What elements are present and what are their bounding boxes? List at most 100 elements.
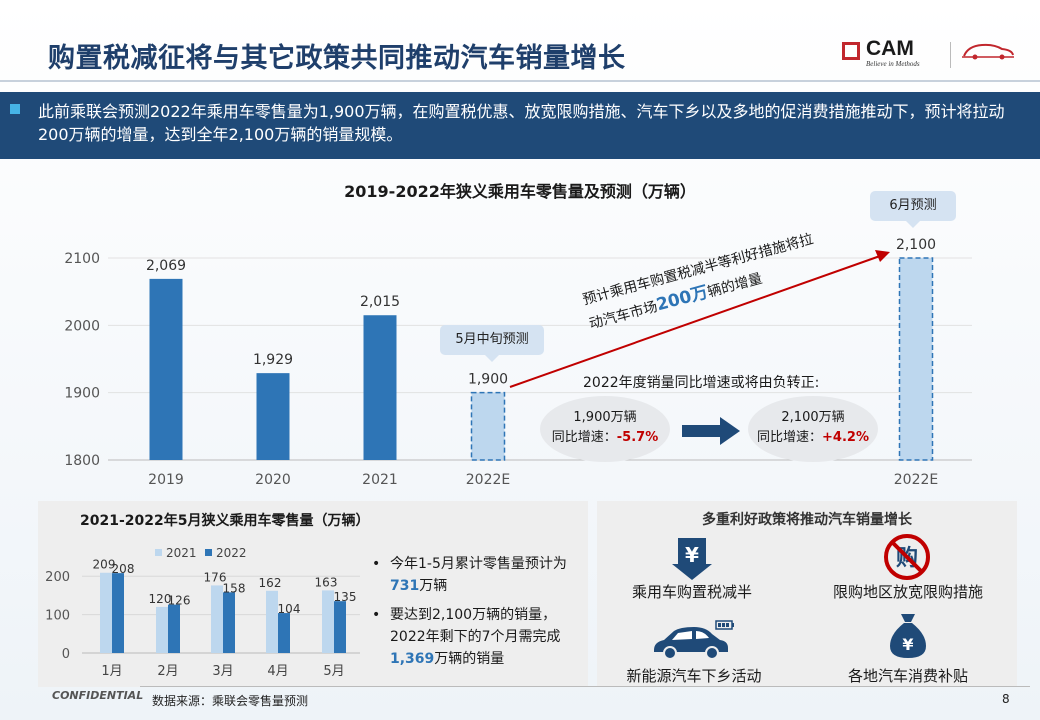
data-label: 162 [259, 576, 282, 590]
yoy-before-volume: 1,900万辆 [573, 410, 637, 425]
bullet-ytd-value: 731 [390, 578, 420, 594]
data-source: 数据来源：乘联会零售量预测 [152, 694, 309, 708]
x-tick-label: 3月 [212, 664, 233, 679]
car-outline-icon [962, 43, 1014, 60]
bar [168, 604, 180, 653]
svg-text:¥: ¥ [902, 635, 913, 654]
yoy-ellipse-after: 2,100万辆 同比增速：+4.2% [748, 396, 878, 462]
bar [898, 257, 934, 461]
summary-text: 此前乘联会预测2022年乘用车零售量为1,900万辆，在购置税优惠、放宽限购措施… [38, 102, 1005, 144]
y-tick-label: 100 [45, 609, 70, 624]
bar [256, 373, 290, 460]
summary-banner [0, 92, 1040, 159]
growth-arrow-head [875, 250, 890, 262]
page-number: 8 [1002, 692, 1010, 706]
cam-logo: CAM Believe in Methods [842, 37, 942, 72]
data-label: 209 [93, 558, 116, 572]
y-tick-label: 200 [45, 570, 70, 585]
bar [278, 613, 290, 653]
legend-label: 2022 [216, 546, 247, 560]
x-tick-label: 2月 [157, 664, 178, 679]
data-label: 176 [204, 570, 227, 584]
header-divider [0, 80, 1040, 82]
x-tick-label: 4月 [267, 664, 288, 679]
x-tick-label: 2019 [148, 472, 184, 488]
yoy-after-value: +4.2% [822, 430, 869, 445]
main-chart-title: 2019-2022年狭义乘用车零售量及预测（万辆） [344, 182, 696, 201]
yoy-after-growth: 同比增速：+4.2% [748, 428, 878, 448]
bar [363, 315, 397, 460]
partner-logo [958, 40, 1018, 70]
legend-label: 2021 [166, 546, 197, 560]
svg-text:¥: ¥ [685, 543, 699, 567]
tax-cut-icon: ¥ [672, 538, 712, 580]
yoy-after-volume: 2,100万辆 [781, 410, 845, 425]
cam-logo-mark [842, 42, 860, 60]
bullet-ytd-pre: 今年1-5月累计零售量预计为 [390, 556, 567, 572]
x-tick-label: 5月 [323, 664, 344, 679]
bar [334, 601, 346, 653]
bullet-ytd: 今年1-5月累计零售量预计为 731万辆 [372, 553, 582, 597]
yoy-ellipse-before: 1,900万辆 同比增速：-5.7% [540, 396, 670, 462]
data-label: 158 [223, 581, 246, 595]
x-tick-label: 2020 [255, 472, 291, 488]
bar [322, 590, 334, 653]
policy-label-subsidy: 各地汽车消费补贴 [847, 667, 968, 685]
y-tick-label: 0 [62, 647, 70, 662]
bar [156, 606, 168, 653]
footer-divider [140, 686, 1030, 687]
bar [223, 592, 235, 653]
yoy-before-value: -5.7% [616, 430, 659, 445]
policy-title: 多重利好政策将推动汽车销量增长 [702, 512, 912, 528]
no-purchase-limit-icon: 购 [884, 534, 930, 580]
data-label: 126 [168, 594, 191, 608]
x-tick-label: 1月 [101, 664, 122, 679]
bullet-remaining-value: 1,369 [390, 651, 435, 667]
yoy-before-growth: 同比增速：-5.7% [540, 428, 670, 448]
legend-swatch [155, 549, 162, 556]
monthly-chart-title: 2021-2022年5月狭义乘用车零售量（万辆） [80, 513, 370, 529]
data-label: 208 [112, 562, 135, 576]
growth-arrow-line [509, 255, 881, 388]
data-label: 104 [278, 602, 301, 616]
yoy-after-label: 同比增速： [757, 430, 823, 445]
data-label: 2,069 [146, 258, 186, 274]
bar [149, 278, 183, 460]
data-label: 1,900 [468, 372, 508, 388]
main-bar-chart: 1800 1900 2000 2100 2,069 2019 1,929 2020 2,015 2… [64, 237, 972, 488]
x-tick-label: 2022E [466, 472, 510, 488]
bar [112, 573, 124, 653]
legend-swatch [205, 549, 212, 556]
x-tick-label: 2022E [894, 472, 938, 488]
y-tick-label: 2000 [64, 318, 100, 334]
y-tick-label: 1900 [64, 386, 100, 402]
cam-logo-text: CAM [866, 37, 914, 60]
bullet-remaining: 要达到2,100万辆的销量，2022年剩下的7个月需完成 1,369万辆的销量 [372, 604, 582, 670]
policy-label-ev: 新能源汽车下乡活动 [626, 667, 762, 685]
monthly-bullets: 今年1-5月累计零售量预计为 731万辆 要达到2,100万辆的销量，2022年剩… [372, 553, 582, 677]
bar [470, 391, 506, 461]
yoy-title: 2022年度销量同比增速或将由负转正: [583, 375, 820, 391]
yoy-before-label: 同比增速： [551, 430, 617, 445]
bar [100, 572, 112, 653]
cam-logo-tagline: Believe in Methods [866, 60, 920, 68]
data-label: 1,929 [253, 352, 293, 368]
money-bag-icon: ¥ [890, 614, 926, 658]
y-tick-label: 1800 [64, 453, 100, 469]
callout-may-forecast: 5月中旬预测 [440, 325, 544, 362]
confidential-label: CONFIDENTIAL [52, 689, 144, 702]
bullet-ytd-post: 万辆 [419, 578, 448, 594]
electric-car-icon [654, 620, 734, 660]
right-arrow-icon [682, 417, 740, 445]
data-label: 2,100 [896, 237, 936, 253]
data-label: 2,015 [360, 294, 400, 310]
data-label: 120 [149, 592, 172, 606]
bullet-square-icon [10, 104, 20, 114]
callout-june-forecast: 6月预测 [870, 191, 956, 228]
policy-label-limit: 限购地区放宽限购措施 [832, 583, 983, 601]
page-title: 购置税减征将与其它政策共同推动汽车销量增长 [48, 43, 626, 74]
logo-divider [950, 42, 951, 68]
bullet-remaining-pre: 要达到2,100万辆的销量，2022年剩下的7个月需完成 [390, 607, 561, 645]
data-label: 135 [334, 590, 357, 604]
